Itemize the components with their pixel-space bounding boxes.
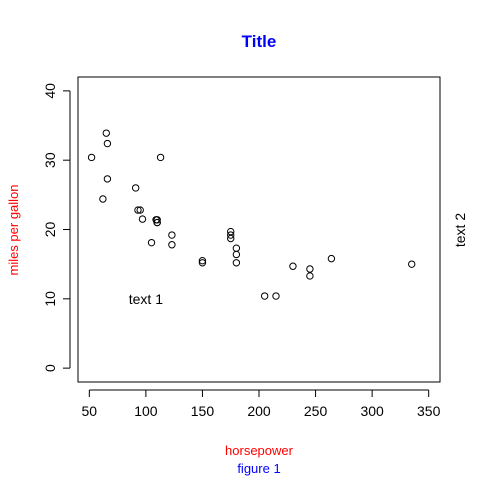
x-tick-label: 200 [247, 403, 271, 419]
data-point [306, 272, 314, 280]
data-point [272, 292, 280, 300]
x-tick-label: 150 [191, 403, 215, 419]
y-tick-label: 10 [42, 291, 58, 307]
data-point [227, 234, 235, 243]
y-axis: 0 10 20 30 40 [42, 83, 71, 372]
data-point [232, 259, 241, 267]
data-point [147, 238, 156, 247]
data-point [87, 153, 96, 162]
data-point [327, 254, 336, 263]
data-point [103, 139, 112, 148]
y-tick-label: 20 [42, 222, 58, 238]
data-point [156, 153, 165, 162]
data-point [138, 215, 147, 223]
data-point [408, 260, 416, 268]
data-point [306, 265, 314, 273]
annotation-text: text 1 [129, 291, 163, 307]
y-tick-label: 30 [42, 152, 58, 168]
x-axis-label: horsepower [225, 443, 294, 458]
chart-title: Title [242, 32, 277, 51]
y-tick-label: 0 [42, 364, 58, 372]
data-point [99, 195, 107, 203]
data-point [134, 206, 142, 214]
data-point [227, 227, 235, 236]
x-tick-label: 250 [304, 403, 328, 419]
data-point [102, 129, 110, 137]
data-point [152, 216, 160, 224]
sub-label: figure 1 [237, 461, 280, 476]
x-tick-label: 100 [134, 403, 158, 419]
data-point [198, 256, 207, 265]
x-tick-label: 300 [360, 403, 384, 419]
data-point [289, 262, 297, 270]
annotations: text 1 text 2 [129, 213, 468, 307]
x-axis: 50 100 150 200 250 300 350 [82, 389, 441, 419]
y-tick-label: 40 [42, 83, 58, 99]
data-point [227, 231, 235, 239]
x-tick-label: 350 [417, 403, 441, 419]
x-tick-label: 50 [82, 403, 98, 419]
data-point [232, 244, 241, 252]
data-point [198, 259, 207, 267]
margin-text: text 2 [452, 213, 468, 247]
data-point [168, 231, 176, 239]
data-points [87, 129, 416, 300]
data-point [131, 184, 140, 192]
plot-frame [77, 76, 441, 383]
data-point [168, 241, 176, 249]
data-point [103, 175, 112, 183]
data-point [260, 292, 269, 300]
data-point [136, 206, 144, 214]
y-axis-label: miles per gallon [6, 184, 21, 275]
